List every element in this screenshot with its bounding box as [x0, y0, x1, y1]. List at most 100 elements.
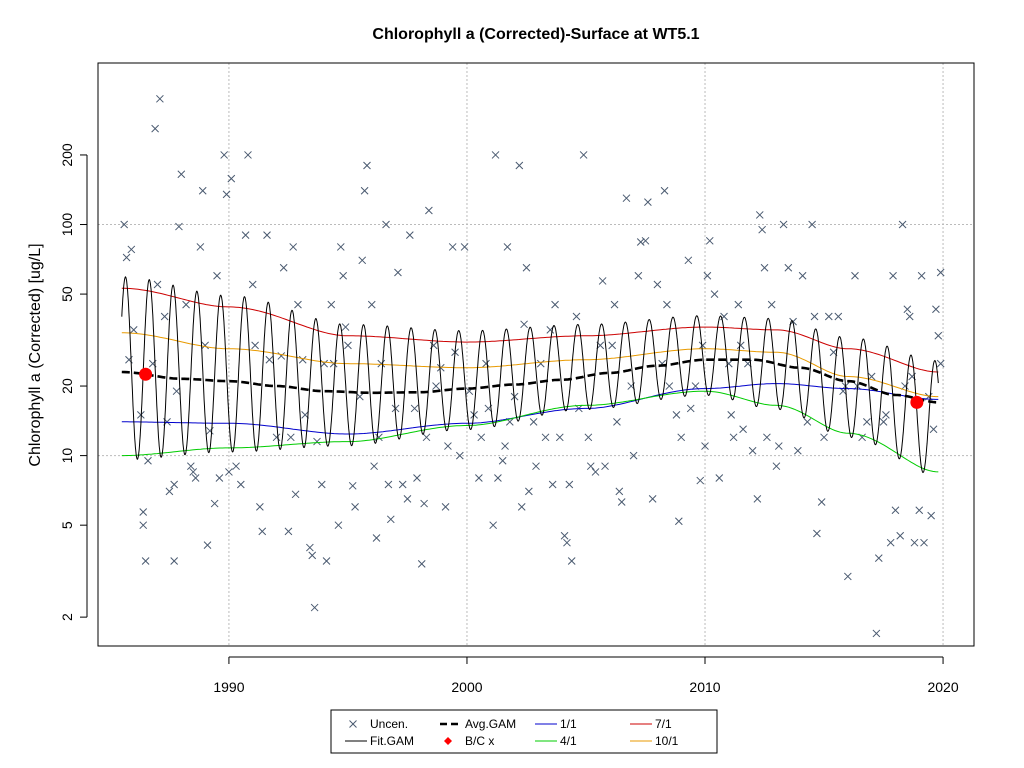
x-tick-label: 2000: [451, 679, 482, 695]
data-point: [617, 498, 626, 506]
cross-stroke: [477, 433, 486, 442]
data-point: [384, 480, 393, 489]
data-point: [784, 263, 793, 272]
data-point: [358, 256, 367, 265]
data-point: [241, 231, 250, 239]
data-point: [436, 363, 445, 372]
data-point: [808, 220, 816, 229]
data-point: [684, 256, 693, 265]
data-point: [686, 404, 695, 413]
cross-stroke: [263, 231, 271, 239]
cross-stroke: [186, 462, 195, 471]
cross-stroke: [317, 480, 326, 489]
cross-stroke: [548, 480, 557, 489]
cross-stroke: [491, 151, 500, 159]
legend-item-uncen: Uncen.: [349, 717, 408, 731]
cross-stroke: [798, 271, 807, 280]
data-point: [663, 300, 671, 309]
cross-stroke: [351, 503, 359, 511]
data-point: [629, 451, 638, 460]
cross-stroke: [927, 511, 936, 520]
cross-stroke: [613, 417, 621, 426]
cross-stroke: [370, 462, 378, 471]
data-point: [232, 462, 240, 471]
data-point: [529, 417, 538, 426]
data-point: [122, 253, 131, 262]
cross-stroke: [784, 263, 793, 272]
data-point: [729, 433, 738, 442]
data-point: [758, 225, 766, 234]
data-point: [339, 271, 348, 280]
data-point: [934, 331, 943, 340]
data-point: [308, 551, 317, 560]
data-point: [165, 487, 174, 496]
cross-stroke: [258, 527, 267, 536]
cross-stroke: [684, 256, 693, 265]
data-point: [532, 462, 540, 471]
cross-stroke: [170, 480, 179, 489]
cross-stroke: [327, 300, 336, 309]
cross-stroke: [394, 268, 402, 277]
cross-stroke: [663, 300, 671, 309]
data-point: [410, 404, 419, 413]
cross-stroke: [360, 186, 369, 195]
cross-stroke: [170, 557, 179, 565]
cross-stroke: [520, 320, 528, 329]
cross-stroke: [241, 231, 250, 239]
data-point: [455, 451, 464, 460]
cross-stroke: [358, 256, 367, 265]
legend-label: B/C x: [465, 734, 494, 748]
cross-stroke: [144, 456, 152, 465]
cross-stroke: [189, 468, 198, 476]
cross-stroke: [505, 417, 514, 426]
cross-stroke: [710, 290, 719, 298]
cross-stroke: [172, 387, 181, 396]
series-lines: [121, 276, 939, 474]
data-point: [256, 503, 264, 511]
data-point: [286, 433, 295, 442]
cross-stroke: [310, 603, 319, 612]
cross-stroke: [413, 474, 421, 482]
cross-stroke: [810, 312, 819, 321]
cross-stroke: [482, 359, 490, 368]
data-point: [901, 382, 909, 390]
data-point: [213, 271, 221, 280]
data-point: [813, 529, 821, 538]
data-point: [622, 194, 631, 203]
cross-stroke: [329, 359, 338, 368]
cross-stroke: [320, 359, 328, 368]
data-point: [541, 433, 550, 442]
y-tick-label: 10: [59, 448, 75, 464]
cross-stroke: [760, 263, 769, 272]
data-point: [489, 521, 498, 530]
bc-markers: [139, 367, 924, 409]
cross-stroke: [567, 557, 576, 565]
cross-stroke: [660, 186, 669, 195]
cross-stroke: [872, 629, 881, 638]
data-point: [677, 433, 686, 442]
cross-stroke: [834, 312, 843, 321]
bc-marker: [910, 395, 924, 409]
cross-stroke: [584, 433, 593, 442]
data-point: [572, 312, 581, 321]
cross-stroke: [515, 161, 524, 170]
cross-stroke: [817, 498, 826, 506]
data-point: [817, 498, 826, 506]
cross-stroke: [198, 186, 207, 195]
cross-stroke: [829, 348, 838, 357]
cross-stroke: [579, 151, 588, 159]
cross-stroke: [882, 411, 890, 419]
data-point: [501, 442, 509, 450]
data-point: [872, 629, 881, 638]
data-point: [910, 538, 919, 547]
cross-stroke: [886, 538, 895, 547]
data-point: [236, 480, 245, 489]
x-tick-label: 2020: [927, 679, 958, 695]
data-point: [334, 521, 343, 530]
data-point: [660, 186, 669, 195]
cross-stroke: [432, 382, 440, 390]
data-point: [391, 404, 400, 413]
cross-stroke: [910, 538, 919, 547]
cross-stroke: [560, 531, 569, 540]
cross-stroke: [251, 341, 259, 350]
